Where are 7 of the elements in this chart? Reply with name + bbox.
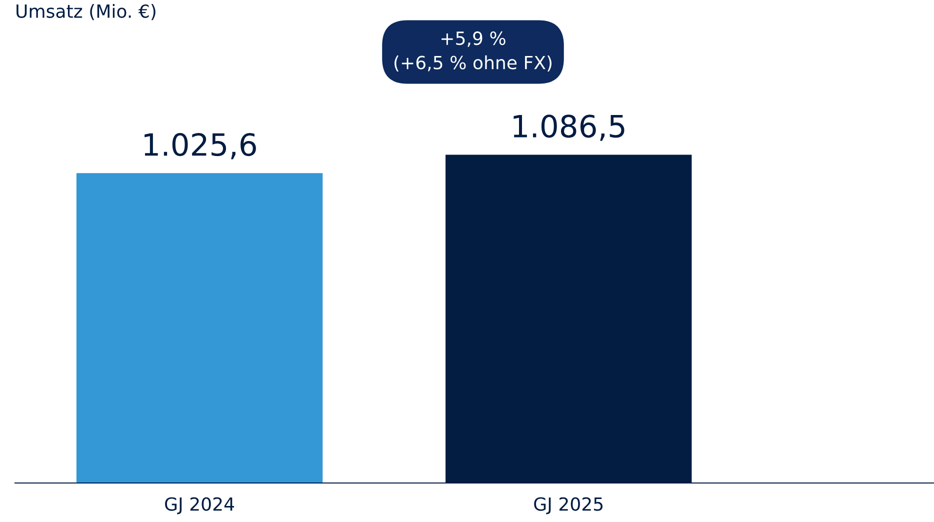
chart-title: Umsatz (Mio. €) — [16, 4, 156, 20]
text: (+6,5 % ohne FX) — [394, 55, 552, 72]
x-tick-label: GJ 2024 — [165, 497, 234, 514]
x-tick-label: GJ 2025 — [534, 497, 603, 514]
text: +5,9 % — [442, 31, 506, 47]
data-label: 1.025,6 — [144, 132, 256, 160]
data-label: 1.086,5 — [514, 114, 624, 141]
